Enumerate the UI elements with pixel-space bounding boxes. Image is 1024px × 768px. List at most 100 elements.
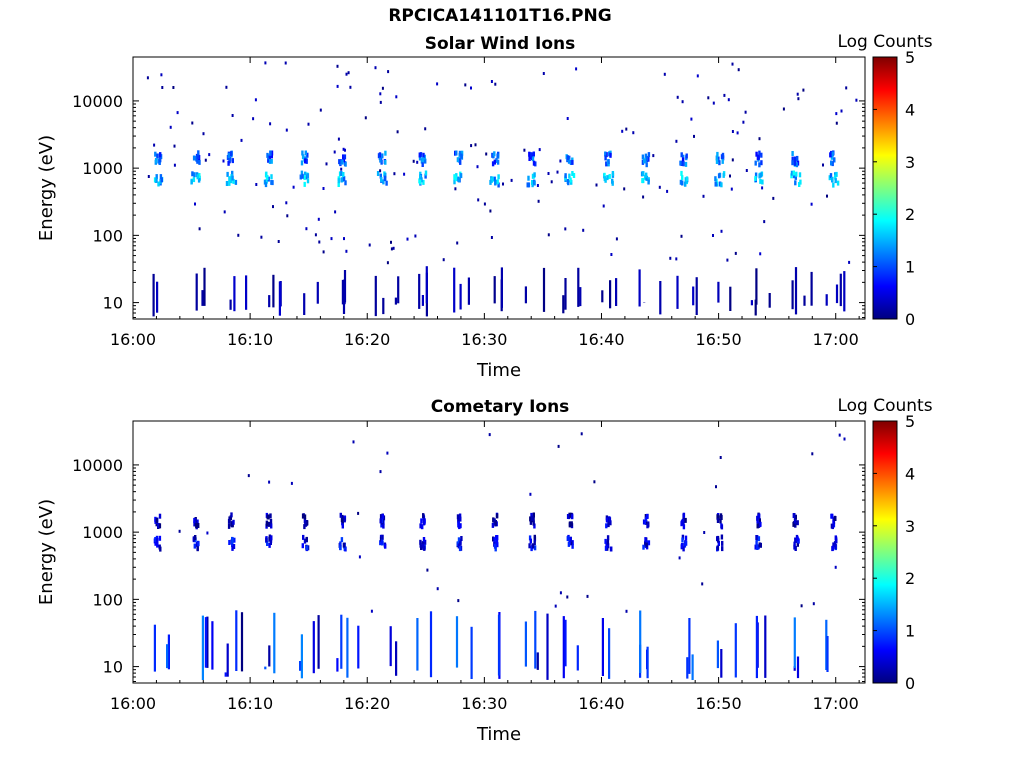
spectrogram-cell: [645, 175, 648, 181]
spectrogram-cell: [158, 523, 162, 529]
spectrogram-cell: [684, 161, 688, 167]
spectrogram-cell: [790, 173, 793, 179]
spectrogram-cell: [528, 543, 531, 549]
spectrogram-cell: [226, 643, 229, 677]
colorbar-tick-label: 4: [905, 464, 915, 483]
spectrogram-cell: [152, 273, 155, 317]
spectrogram-cell: [491, 176, 494, 182]
spectrogram-cell: [167, 634, 170, 670]
spectrogram-cell: [533, 545, 537, 551]
spectrogram-cell: [595, 183, 598, 187]
spectrogram-cell: [496, 179, 499, 185]
spectrogram-cell: [267, 157, 270, 163]
spectrogram-cell: [307, 122, 310, 126]
spectrogram-cell: [609, 152, 612, 158]
spectrogram-cell: [154, 157, 158, 163]
spectrogram-cell: [229, 178, 233, 184]
spectrogram-cell: [755, 535, 758, 540]
spectrogram-cell: [782, 107, 785, 111]
spectrogram-cell: [532, 520, 535, 526]
colorbar-tick-label: 3: [905, 153, 915, 172]
spectrogram-cell: [159, 546, 162, 552]
spectrogram-cell: [848, 260, 851, 264]
spectrogram-cell: [442, 258, 445, 262]
spectrogram-cell: [496, 153, 499, 159]
spectrogram-cell: [158, 535, 162, 541]
spectrogram-cell: [759, 252, 762, 256]
spectrogram-cell: [792, 173, 796, 179]
x-tick-label: 16:40: [578, 330, 624, 349]
spectrogram-cell: [204, 158, 207, 162]
spectrogram-cell: [571, 171, 574, 176]
spectrogram-cell: [457, 599, 460, 603]
spectrogram-cell: [686, 657, 689, 679]
spectrogram-cell: [493, 176, 496, 182]
spectrogram-cell: [495, 535, 498, 541]
spectrogram-cell: [159, 152, 162, 158]
spectrogram-cell: [156, 153, 159, 159]
spectrogram-cell: [642, 544, 645, 550]
spectrogram-cell: [659, 281, 662, 315]
spectrogram-cell: [829, 173, 833, 179]
spectrogram-cell: [421, 524, 424, 530]
spectrogram-cell: [426, 568, 429, 572]
spectrogram-cell: [717, 541, 720, 546]
spectrogram-cell: [717, 537, 720, 543]
spectrogram-cell: [196, 519, 199, 525]
spectrogram-cell: [223, 210, 226, 214]
spectrogram-cell: [646, 155, 649, 161]
spectrogram-cell: [300, 634, 303, 679]
spectrogram-cell: [716, 545, 719, 551]
spectrogram-cell: [157, 181, 160, 187]
spectrogram-cell: [393, 172, 396, 176]
spectrogram-cell: [793, 518, 797, 524]
spectrogram-cell: [421, 157, 424, 163]
spectrogram-cell: [424, 173, 427, 179]
spectrogram-cell: [374, 275, 377, 317]
spectrogram-cell: [537, 199, 540, 203]
spectrogram-cell: [663, 72, 666, 76]
spectrogram-cell: [835, 112, 838, 116]
spectrogram-cell: [384, 543, 387, 549]
spectrogram-cell: [340, 167, 343, 171]
spectrogram-cell: [385, 180, 388, 186]
spectrogram-cell: [192, 177, 196, 183]
spectrogram-cell: [421, 162, 424, 167]
spectrogram-cell: [155, 517, 159, 523]
spectrogram-cell: [197, 541, 200, 547]
spectrogram-cell: [325, 162, 328, 166]
spectrogram-cell: [277, 240, 280, 243]
spectrogram-cell: [387, 70, 390, 74]
spectrogram-cell: [492, 536, 495, 542]
spectrogram-cell: [340, 614, 343, 669]
spectrogram-cell: [582, 228, 585, 232]
spectrogram-cell: [542, 267, 546, 312]
spectrogram-cell: [531, 543, 535, 549]
spectrogram-cell: [605, 517, 609, 523]
spectrogram-cell: [799, 179, 802, 185]
spectrogram-cell: [384, 150, 387, 156]
spectrogram-cell: [681, 180, 684, 186]
spectrogram-cell: [717, 281, 720, 303]
spectrogram-cell: [193, 521, 196, 527]
spectrogram-cell: [266, 175, 269, 180]
spectrogram-cell: [341, 523, 344, 529]
spectrogram-cell: [722, 172, 725, 178]
spectrogram-cell: [791, 151, 794, 156]
spectrogram-cell: [715, 485, 717, 489]
spectrogram-cell: [194, 202, 196, 206]
spectrogram-cell: [455, 616, 459, 668]
spectrogram-cell: [547, 172, 550, 175]
spectrogram-cell: [702, 194, 705, 198]
spectrogram-cell: [457, 543, 461, 549]
spectrogram-cell: [379, 540, 382, 546]
spectrogram-cell: [666, 189, 669, 193]
spectrogram-cell: [529, 519, 533, 525]
colorbar-tick-label: 5: [905, 412, 915, 431]
spectrogram-cell: [305, 545, 309, 551]
spectrogram-cell: [566, 179, 570, 184]
spectrogram-cell: [682, 512, 686, 518]
spectrogram-cell: [292, 185, 295, 189]
spectrogram-cell: [191, 171, 194, 177]
spectrogram-cell: [483, 202, 486, 206]
